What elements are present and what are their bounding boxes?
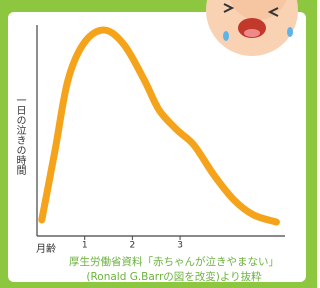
y-axis-label: 一日の泣きの時間 xyxy=(14,95,26,176)
baby-tongue xyxy=(244,29,260,37)
x-tick-label: 1 xyxy=(82,241,88,251)
chart: 一日の泣きの時間 月齢 厚生労働省資料「赤ちゃんが泣きやまない」 (Ronald… xyxy=(0,0,317,288)
page: 一日の泣きの時間 月齢 厚生労働省資料「赤ちゃんが泣きやまない」 (Ronald… xyxy=(0,0,317,288)
tear xyxy=(287,27,293,37)
source-text: 厚生労働省資料「赤ちゃんが泣きやまない」 xyxy=(69,255,279,268)
x-tick-label: 2 xyxy=(130,241,136,251)
source-text: (Ronald G.Barrの図を改変)より抜粋 xyxy=(86,270,262,283)
x-tick-label: 3 xyxy=(177,241,183,251)
tear xyxy=(223,31,229,41)
x-axis-label: 月齢 xyxy=(36,242,56,255)
